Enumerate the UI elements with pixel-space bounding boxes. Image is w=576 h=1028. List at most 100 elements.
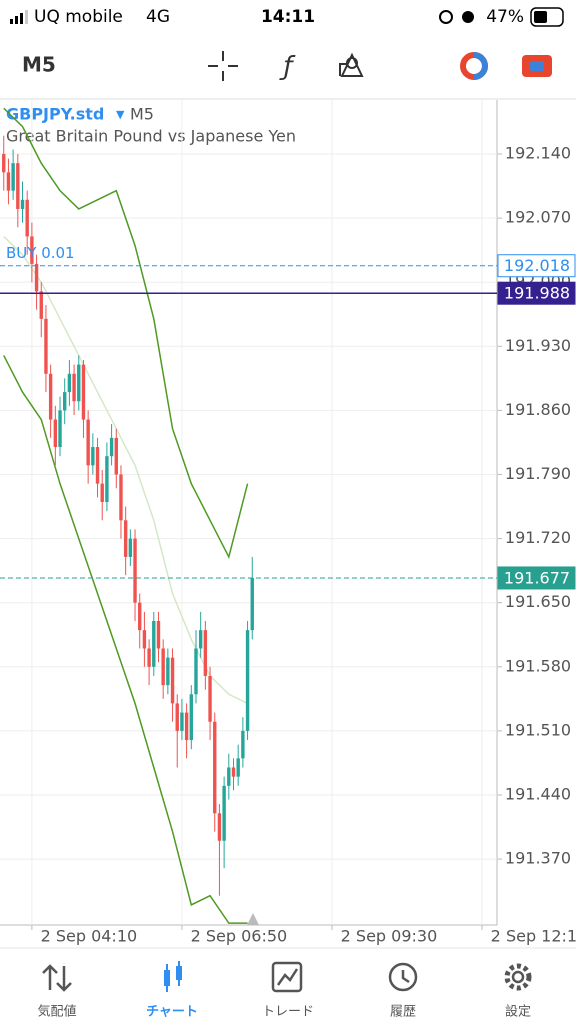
candle-body (217, 813, 222, 841)
candle-body (236, 758, 240, 777)
plot-area (2, 107, 254, 924)
price-tag-label: 191.988 (504, 284, 570, 303)
candle-body (20, 199, 25, 209)
symbol[interactable]: GBPJPY.std (6, 105, 104, 124)
price-tag-label: 191.677 (504, 568, 570, 587)
candle-body (245, 630, 250, 731)
candle-body (241, 730, 245, 759)
clock: 14:11 (261, 7, 315, 27)
candle-body (175, 703, 179, 731)
candle-body (63, 392, 67, 411)
candle-body (109, 437, 114, 457)
bottom-nav: 気配値 チャート トレード 履歴 設定 (0, 947, 576, 1020)
candle-body (44, 318, 48, 374)
nav-item[interactable]: 履歴 (390, 1005, 416, 1020)
crosshair-icon[interactable] (208, 51, 238, 81)
candle-body (105, 456, 109, 502)
x-tick-label: 2 Sep 06:50 (191, 927, 288, 946)
y-tick-label: 192.140 (505, 144, 571, 163)
grid (0, 100, 497, 925)
nav-item[interactable]: トレード (262, 1005, 314, 1020)
candle-body (152, 621, 156, 667)
candle-body (114, 437, 118, 475)
candle-body (72, 373, 76, 402)
nav-item[interactable]: 設定 (505, 1004, 531, 1020)
price-tag-label: 192.018 (504, 256, 570, 275)
candle-body (91, 447, 95, 466)
x-tick-label: 2 Sep 04:10 (41, 927, 138, 946)
carrier: UQ mobile (34, 7, 123, 27)
y-tick-label: 191.580 (505, 656, 571, 675)
candle-body (147, 648, 151, 667)
price-tag (497, 254, 576, 278)
scroll-marker (247, 913, 259, 925)
candle-body (250, 577, 254, 631)
candle-body (203, 630, 208, 676)
candle-body (170, 657, 175, 704)
battery-level: 47% (486, 7, 524, 27)
candle-body (119, 474, 123, 521)
candle-body (58, 410, 62, 448)
x-tick-label: 2 Sep 09:30 (341, 927, 438, 946)
y-tick-label: 191.930 (505, 336, 571, 355)
candle-body (39, 291, 43, 319)
y-tick-label: 191.650 (505, 592, 571, 611)
y-tick-label: 191.370 (505, 849, 571, 868)
band-lower (3, 355, 248, 924)
price-tag (497, 566, 576, 590)
nav-item[interactable]: 気配値 (37, 1004, 76, 1020)
candle-body (198, 630, 203, 649)
objects-icon[interactable] (339, 52, 364, 77)
candle-body (67, 373, 72, 393)
candle-body (138, 602, 142, 631)
candle-body (30, 236, 34, 264)
candle-body (213, 721, 217, 814)
candle-body (166, 657, 170, 686)
candle-body (161, 648, 165, 686)
candle-body (25, 199, 29, 237)
candle-body (2, 154, 6, 173)
candle-body (77, 364, 81, 402)
y-tick-label: 192.070 (505, 208, 571, 227)
chart: GBPJPY.std ▼ M5 Great Britain Pound vs J… (0, 100, 576, 946)
network: 4G (146, 7, 170, 27)
candle-body (133, 538, 137, 603)
candle-body (142, 630, 147, 649)
y-tick-label: 191.440 (505, 784, 571, 803)
candle-body (194, 648, 198, 695)
candle-body (208, 675, 212, 722)
candle-body (128, 538, 133, 557)
candle-body (227, 767, 231, 786)
x-tick-label: 2 Sep 12:10 (491, 927, 576, 946)
candle-body (6, 172, 11, 191)
symbol-description: Great Britain Pound vs Japanese Yen (6, 127, 296, 146)
candle-body (81, 364, 86, 420)
status-bar: UQ mobile 4G 14:11 47% (10, 7, 564, 27)
nav-item[interactable]: チャート (146, 1005, 198, 1020)
y-tick-label: 191.790 (505, 464, 571, 483)
indicators-icon[interactable]: ƒ (278, 52, 296, 82)
chart-timeframe: M5 (130, 105, 154, 124)
candle-body (184, 712, 189, 741)
y-tick-label: 191.720 (505, 528, 571, 547)
candle-body (34, 263, 39, 292)
candle-body (53, 419, 58, 448)
candle-body (86, 419, 90, 466)
band-upper (3, 107, 249, 560)
candle-body (48, 373, 53, 420)
candle-body (189, 694, 193, 741)
candle-body (180, 712, 184, 731)
candle-body (16, 163, 20, 209)
toolbar: M5 ƒ (0, 51, 576, 100)
level-label: BUY 0.01 (6, 244, 75, 262)
candle-body (11, 163, 15, 191)
symbol-dropdown[interactable]: ▼ (116, 108, 125, 121)
candle-body (100, 483, 104, 502)
y-tick-label: 191.510 (505, 720, 571, 739)
candle-body (231, 767, 236, 777)
candle-body (156, 621, 161, 649)
candle-body (123, 520, 128, 557)
timeframe-button[interactable]: M5 (22, 53, 56, 77)
